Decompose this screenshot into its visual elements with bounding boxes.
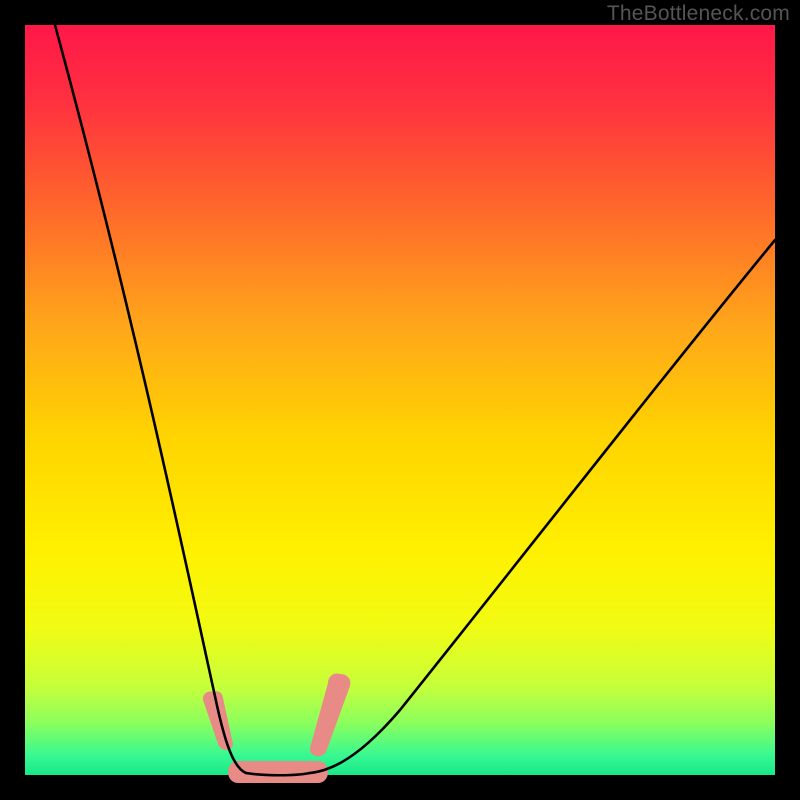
watermark-text: TheBottleneck.com	[607, 2, 790, 26]
gradient-background	[25, 25, 775, 775]
chart-frame: TheBottleneck.com	[0, 0, 800, 800]
bottleneck-plot	[0, 0, 800, 800]
